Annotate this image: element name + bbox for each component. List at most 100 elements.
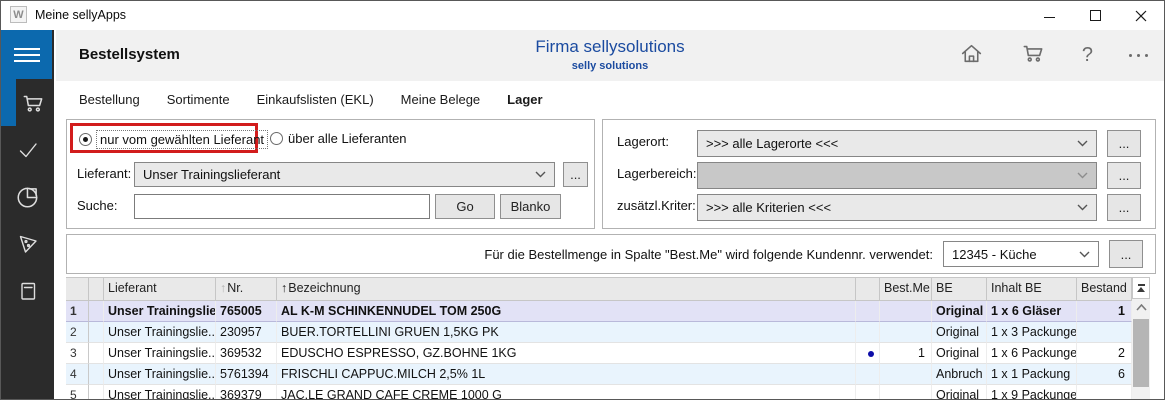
company-block: Firma sellysolutions selly solutions <box>535 37 684 72</box>
col-indicator <box>89 278 104 300</box>
help-button[interactable]: ? <box>1081 44 1093 66</box>
more-button[interactable] <box>1129 54 1148 57</box>
cell-best-me <box>880 301 932 322</box>
pie-chart-icon <box>16 187 37 208</box>
lagerort-select[interactable]: >>> alle Lagerorte <<< <box>697 130 1097 157</box>
cell-be: Original <box>932 343 987 364</box>
col-bestand[interactable]: Bestand <box>1077 278 1132 300</box>
chevron-down-icon <box>1077 140 1088 147</box>
scrollbar-thumb[interactable] <box>1133 319 1149 387</box>
scroll-up-button[interactable] <box>1132 299 1150 315</box>
kundennr-select[interactable]: 12345 - Küche <box>943 241 1099 267</box>
sidebar-item-orders[interactable] <box>1 79 54 126</box>
lagerbereich-more-button[interactable]: ... <box>1107 162 1141 189</box>
tab-bestellung[interactable]: Bestellung <box>79 92 140 107</box>
table-header-row: Lieferant ↑Nr. ↑Bezeichnung Best.Me BE I… <box>66 277 1132 301</box>
tab-einkaufslisten[interactable]: Einkaufslisten (EKL) <box>256 92 374 107</box>
chevron-down-icon <box>1079 251 1090 257</box>
kundennr-info-bar: Für die Bestellmenge in Spalte "Best.Me"… <box>66 234 1156 274</box>
kriterien-value: >>> alle Kriterien <<< <box>706 200 832 215</box>
title-bar: W Meine sellyApps <box>1 1 1164 30</box>
col-be[interactable]: BE <box>932 278 987 300</box>
sidebar <box>1 30 54 399</box>
sidebar-item-statistics[interactable] <box>1 173 54 220</box>
cart-icon <box>23 95 42 112</box>
page-header: Bestellsystem Firma sellysolutions selly… <box>56 30 1164 81</box>
kundennr-more-button[interactable]: ... <box>1109 240 1143 268</box>
search-input[interactable] <box>134 194 430 219</box>
table-row[interactable]: 3 Unser Trainingslie.. 369532 EDUSCHO ES… <box>66 343 1132 364</box>
cell-lieferant: Unser Trainingslie.. <box>104 385 216 399</box>
order-marker-dot <box>868 351 874 357</box>
tab-sortimente[interactable]: Sortimente <box>166 92 230 107</box>
company-name: Firma sellysolutions <box>535 37 685 56</box>
cell-bestand <box>1077 385 1132 399</box>
cell-best-me <box>880 322 932 343</box>
chevron-up-icon <box>1135 303 1147 311</box>
col-rownum <box>66 278 89 300</box>
sort-asc-icon: ↑ <box>220 281 227 295</box>
scroll-to-top-button[interactable] <box>1132 277 1150 299</box>
table-row[interactable]: 5 Unser Trainingslie.. 369379 JAC.LE GRA… <box>66 385 1132 399</box>
blanko-button[interactable]: Blanko <box>500 194 561 219</box>
col-nr[interactable]: ↑Nr. <box>216 278 277 300</box>
scrollbar-track[interactable] <box>1132 299 1150 399</box>
company-subtitle: selly solutions <box>571 60 649 72</box>
col-inhalt-be[interactable]: Inhalt BE <box>987 278 1077 300</box>
main-content: Bestellung Sortimente Einkaufslisten (EK… <box>54 81 1164 399</box>
sidebar-menu-button[interactable] <box>1 30 52 79</box>
maximize-icon <box>1089 10 1101 21</box>
cell-bezeichnung: AL K-M SCHINKENNUDEL TOM 250G <box>277 301 856 322</box>
table-row[interactable]: 4 Unser Trainingslie.. 5761394 FRISCHLI … <box>66 364 1132 385</box>
sidebar-item-tasks[interactable] <box>1 126 54 173</box>
radio-all-suppliers[interactable]: über alle Lieferanten <box>270 131 407 146</box>
maximize-button[interactable] <box>1072 1 1118 30</box>
col-lieferant[interactable]: Lieferant <box>104 278 216 300</box>
cart-button[interactable] <box>1020 40 1046 71</box>
sidebar-item-catalog[interactable] <box>1 267 54 314</box>
more-icon <box>1129 54 1132 57</box>
lieferant-more-button[interactable]: ... <box>563 162 588 187</box>
radio-selected-supplier[interactable]: nur vom gewählten Lieferant <box>79 130 269 149</box>
home-button[interactable] <box>959 41 984 71</box>
lagerort-more-button[interactable]: ... <box>1107 130 1141 157</box>
table-row[interactable]: 1 Unser Trainingslie.. 765005 AL K-M SCH… <box>66 301 1132 322</box>
minimize-button[interactable] <box>1026 1 1072 30</box>
cell-be: Anbruch <box>932 364 987 385</box>
row-number: 2 <box>66 322 89 343</box>
cell-be: Original <box>932 322 987 343</box>
kriterien-label: zusätzl.Kriter: <box>617 198 696 213</box>
sidebar-item-food[interactable] <box>1 220 54 267</box>
go-button[interactable]: Go <box>435 194 495 219</box>
kundennr-value: 12345 - Küche <box>952 246 1037 262</box>
chevron-down-icon <box>535 171 546 178</box>
cell-nr: 5761394 <box>216 364 277 385</box>
cell-nr: 765005 <box>216 301 277 322</box>
cell-inhalt-be: 1 x 6 Packungen <box>987 343 1077 364</box>
tab-meine-belege[interactable]: Meine Belege <box>400 92 481 107</box>
pizza-icon <box>19 235 37 253</box>
col-best-me[interactable]: Best.Me <box>880 278 932 300</box>
kriterien-select[interactable]: >>> alle Kriterien <<< <box>697 194 1097 221</box>
kriterien-more-button[interactable]: ... <box>1107 194 1141 221</box>
radio-selected-supplier-label: nur vom gewählten Lieferant <box>95 130 269 149</box>
table-row[interactable]: 2 Unser Trainingslie.. 230957 BUER.TORTE… <box>66 322 1132 343</box>
book-icon <box>20 282 35 300</box>
check-icon <box>19 142 37 157</box>
col-bezeichnung[interactable]: ↑Bezeichnung <box>277 278 856 300</box>
lieferant-select[interactable]: Unser Trainingslieferant <box>134 162 555 187</box>
cell-bestand: 2 <box>1077 343 1132 364</box>
close-button[interactable] <box>1118 1 1164 30</box>
cart-icon <box>1023 45 1043 62</box>
cell-inhalt-be: 1 x 3 Packungen <box>987 322 1077 343</box>
row-number: 5 <box>66 385 89 399</box>
cell-nr: 369379 <box>216 385 277 399</box>
cell-bestand: 6 <box>1077 364 1132 385</box>
tab-lager[interactable]: Lager <box>507 92 543 107</box>
menu-icon <box>13 44 40 66</box>
cell-bestand <box>1077 322 1132 343</box>
cell-bezeichnung: FRISCHLI CAPPUC.MILCH 2,5% 1L <box>277 364 856 385</box>
scroll-to-top-icon <box>1137 284 1145 286</box>
kundennr-info-text: Für die Bestellmenge in Spalte "Best.Me"… <box>484 246 933 262</box>
